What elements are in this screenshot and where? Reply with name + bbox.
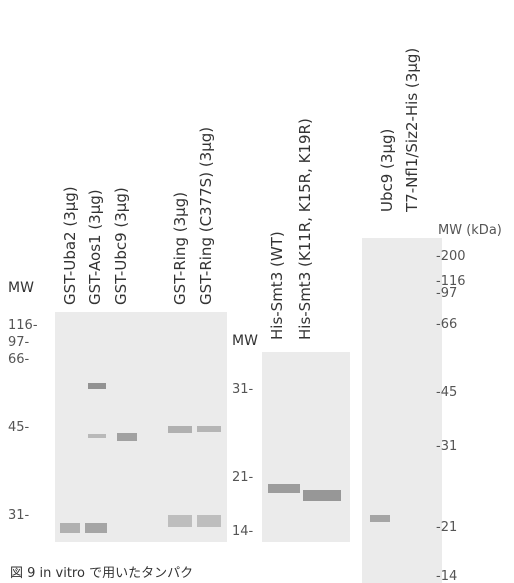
band	[168, 515, 192, 527]
band	[303, 490, 341, 501]
band	[88, 383, 106, 389]
lane-label: Ubc9 (3µg)	[378, 129, 396, 212]
band	[370, 515, 390, 522]
figure: MW GST-Uba2 (3µg) GST-Aos1 (3µg) GST-Ubc9 (…	[0, 0, 514, 583]
mw-label: MW	[232, 333, 258, 349]
band	[197, 515, 221, 527]
marker-label: 66-	[8, 352, 30, 367]
lane-label: T7-Nfl1/Siz2-His (3µg)	[403, 48, 421, 213]
band	[117, 433, 137, 441]
band	[268, 484, 300, 493]
band	[60, 523, 80, 533]
marker-label: 31-	[232, 382, 254, 397]
lane-label: GST-Uba2 (3µg)	[61, 186, 79, 305]
marker-label: 31-	[8, 508, 30, 523]
lane-label: GST-Ubc9 (3µg)	[112, 187, 130, 305]
band	[85, 523, 107, 533]
mw-label: MW (kDa)	[438, 223, 502, 238]
marker-label: 14-	[232, 524, 254, 539]
marker-label: -200	[436, 249, 466, 264]
marker-label: -97	[436, 286, 457, 301]
lane-label: His-Smt3 (WT)	[268, 231, 286, 340]
marker-label: -21	[436, 520, 457, 535]
band	[168, 426, 192, 433]
caption: 図 9 in vitro で用いたタンパク	[10, 566, 193, 581]
band	[197, 426, 221, 432]
band	[88, 434, 106, 438]
marker-label: 45-	[8, 420, 30, 435]
lane-label: GST-Ring (3µg)	[171, 192, 189, 305]
gel	[262, 352, 350, 542]
lane-label: GST-Aos1 (3µg)	[86, 189, 104, 305]
lane-label: GST-Ring (C377S) (3µg)	[197, 127, 215, 305]
marker-label: -66	[436, 317, 457, 332]
lane-label: His-Smt3 (K11R, K15R, K19R)	[296, 118, 314, 340]
marker-label: 97-	[8, 335, 30, 350]
marker-label: -45	[436, 385, 457, 400]
marker-label: 116-	[8, 318, 38, 333]
marker-label: 21-	[232, 470, 254, 485]
marker-label: -31	[436, 439, 457, 454]
gel	[362, 238, 442, 583]
mw-label: MW	[8, 280, 34, 296]
marker-label: -14	[436, 569, 457, 583]
